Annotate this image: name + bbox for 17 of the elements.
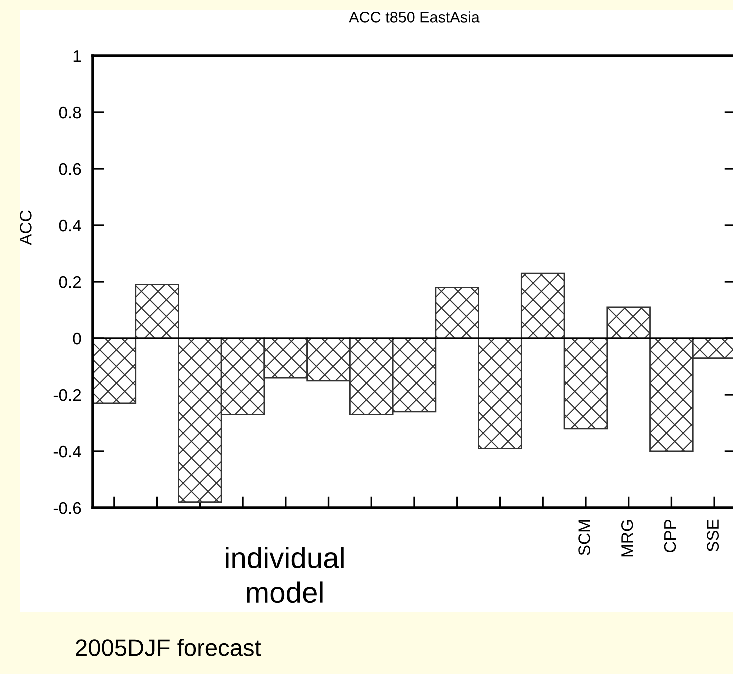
x-tick-label: SCM	[578, 520, 590, 556]
y-tick-label: 0.2	[59, 276, 82, 288]
y-tick-label: 1	[74, 50, 82, 62]
x-tick-label: CPP	[664, 520, 676, 553]
y-tick-label: 0.6	[59, 163, 82, 176]
y-tick-label: 0	[73, 332, 82, 345]
text: 2005DJF forecast	[76, 639, 262, 656]
y-tick-label: 0.4	[59, 220, 82, 232]
text: individual model	[226, 547, 344, 604]
y-axis-title: ACC	[20, 210, 32, 246]
y-tick-label: 0.8	[59, 106, 82, 119]
x-tick-label: MRG	[622, 520, 634, 557]
x-tick-label: SSE	[707, 520, 720, 552]
chart-title: ACC t850 EastAsia	[349, 12, 480, 23]
y-tick-label: -0.6	[54, 502, 82, 514]
y-tick-label: -0.4	[54, 446, 82, 458]
y-tick-label: -0.2	[54, 389, 82, 402]
